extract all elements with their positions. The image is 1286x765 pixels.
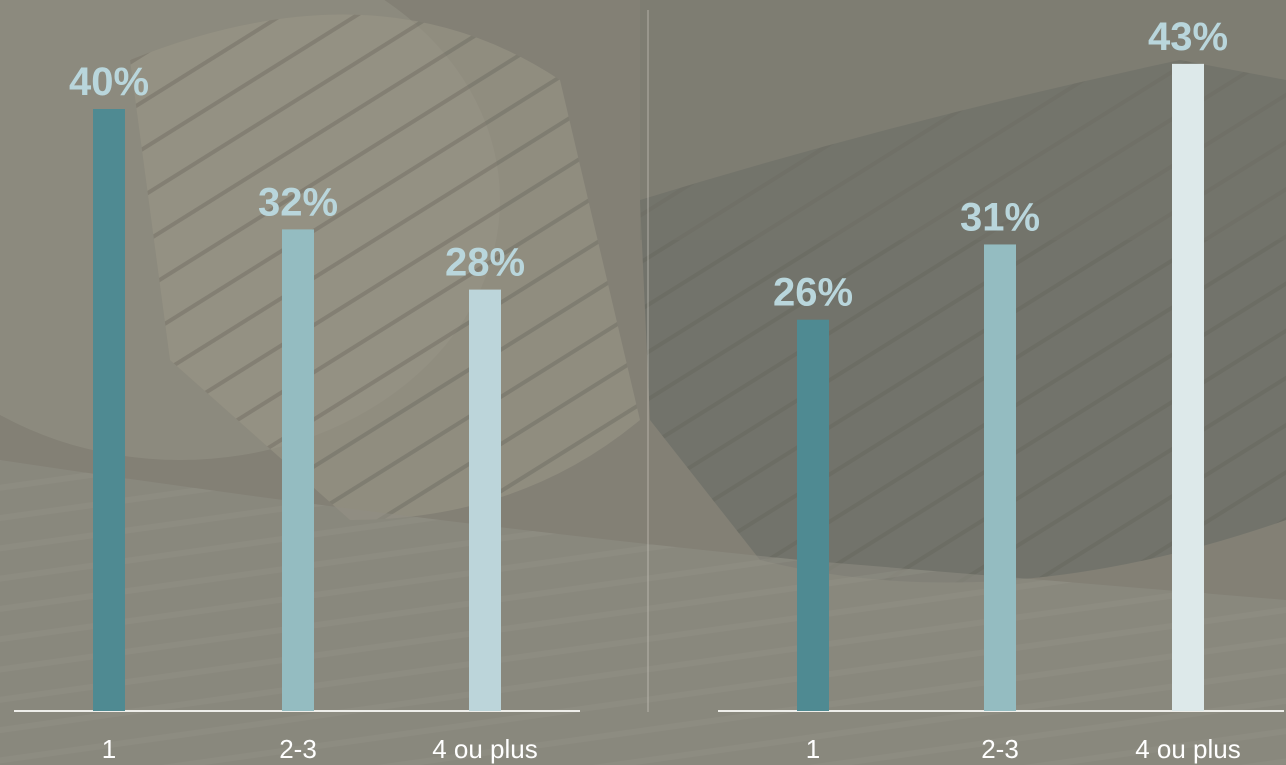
- data-label: 31%: [960, 195, 1040, 239]
- bar-2-3: [282, 229, 314, 711]
- bar-4-ou-plus: [469, 289, 501, 711]
- bar-2-3: [984, 244, 1016, 711]
- category-label: 4 ou plus: [1135, 734, 1241, 764]
- bar-1: [797, 319, 829, 711]
- category-label: 1: [806, 734, 820, 764]
- bar-1: [93, 109, 125, 711]
- data-label: 28%: [445, 241, 525, 285]
- data-label: 43%: [1148, 15, 1228, 59]
- data-label: 32%: [258, 180, 338, 224]
- chart-left: 40% 1 32% 2-3 28% 4 ou plus: [14, 60, 580, 764]
- data-label: 26%: [773, 271, 853, 315]
- data-label: 40%: [69, 60, 149, 104]
- bar-4-ou-plus: [1172, 63, 1204, 712]
- category-label: 4 ou plus: [432, 734, 538, 764]
- category-label: 2-3: [981, 734, 1019, 764]
- category-label: 1: [102, 734, 116, 764]
- chart-right: 26% 1 31% 2-3 43% 4 ou plus: [718, 15, 1284, 764]
- category-label: 2-3: [279, 734, 317, 764]
